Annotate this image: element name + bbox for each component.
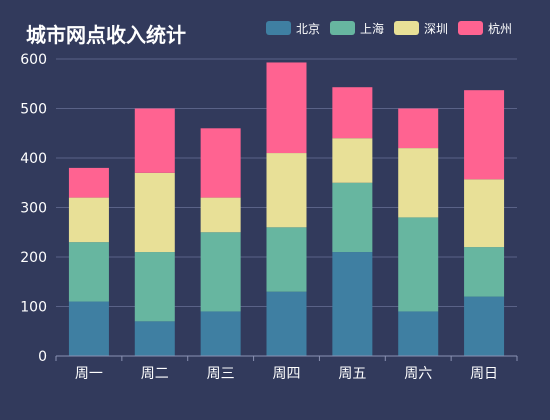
bar-segment[interactable] [266, 153, 307, 228]
bar-segment[interactable] [68, 167, 109, 198]
bar-segment[interactable] [464, 179, 505, 248]
bar-segment[interactable] [464, 296, 505, 356]
y-tick-label: 500 [20, 102, 47, 118]
bar-segment[interactable] [398, 217, 439, 312]
legend-label: 上海 [360, 21, 384, 36]
bar-segment[interactable] [200, 128, 241, 198]
chart-title: 城市网点收入统计 [26, 23, 186, 47]
legend-swatch [266, 21, 291, 35]
bar-stack-5 [398, 108, 439, 356]
x-tick-label: 周六 [404, 366, 432, 382]
x-axis: 周一 周二 周三 周四 周五 周六 周日 [55, 355, 518, 382]
bar-segment[interactable] [398, 108, 439, 149]
legend-swatch [330, 21, 355, 35]
y-axis: 0 100 200 300 400 500 600 [20, 52, 47, 365]
bar-segment[interactable] [398, 148, 439, 218]
legend-item[interactable]: 北京 [266, 21, 320, 36]
y-tick-label: 200 [20, 250, 47, 266]
bar-segment[interactable] [68, 242, 109, 302]
y-tick-label: 0 [38, 349, 47, 365]
bar-stack-3 [266, 62, 307, 356]
bar-segment[interactable] [266, 62, 307, 154]
bar-stack-1 [134, 108, 175, 356]
bar-segment[interactable] [464, 247, 505, 297]
x-tick-label: 周五 [338, 366, 366, 382]
bar-segment[interactable] [134, 108, 175, 173]
bar-stack-6 [464, 90, 505, 356]
bar-segment[interactable] [134, 252, 175, 322]
bars [68, 62, 505, 356]
bar-segment[interactable] [332, 87, 373, 139]
legend-item[interactable]: 深圳 [394, 21, 448, 36]
legend-label: 北京 [296, 22, 320, 36]
legend-label: 深圳 [424, 22, 448, 36]
x-tick-label: 周四 [273, 366, 301, 382]
bar-segment[interactable] [332, 182, 373, 253]
bar-stack-0 [68, 167, 109, 356]
legend-item[interactable]: 杭州 [458, 21, 512, 36]
legend: 北京 上海 深圳 杭州 [266, 21, 512, 36]
bar-segment[interactable] [464, 90, 505, 180]
x-tick-label: 周二 [141, 366, 169, 382]
y-tick-label: 300 [20, 201, 47, 217]
bar-segment[interactable] [266, 227, 307, 292]
bar-segment[interactable] [332, 252, 373, 356]
legend-swatch [458, 21, 483, 35]
bar-segment[interactable] [68, 301, 109, 356]
y-tick-label: 100 [20, 300, 47, 316]
bar-stack-2 [200, 128, 241, 356]
bar-segment[interactable] [332, 138, 373, 183]
x-tick-label: 周日 [470, 366, 498, 382]
y-tick-label: 600 [20, 52, 47, 68]
bar-segment[interactable] [266, 291, 307, 356]
legend-item[interactable]: 上海 [330, 21, 384, 36]
x-tick-label: 周三 [207, 366, 235, 382]
x-tick-label: 周一 [75, 366, 103, 382]
bar-segment[interactable] [200, 232, 241, 312]
bar-segment[interactable] [68, 197, 109, 243]
y-tick-label: 400 [20, 151, 47, 167]
bar-segment[interactable] [200, 311, 241, 356]
bar-segment[interactable] [200, 197, 241, 233]
bar-segment[interactable] [134, 172, 175, 253]
bar-segment[interactable] [398, 311, 439, 356]
bar-segment[interactable] [134, 321, 175, 356]
legend-label: 杭州 [488, 21, 512, 36]
legend-swatch [394, 21, 419, 35]
bar-stack-4 [332, 87, 373, 356]
